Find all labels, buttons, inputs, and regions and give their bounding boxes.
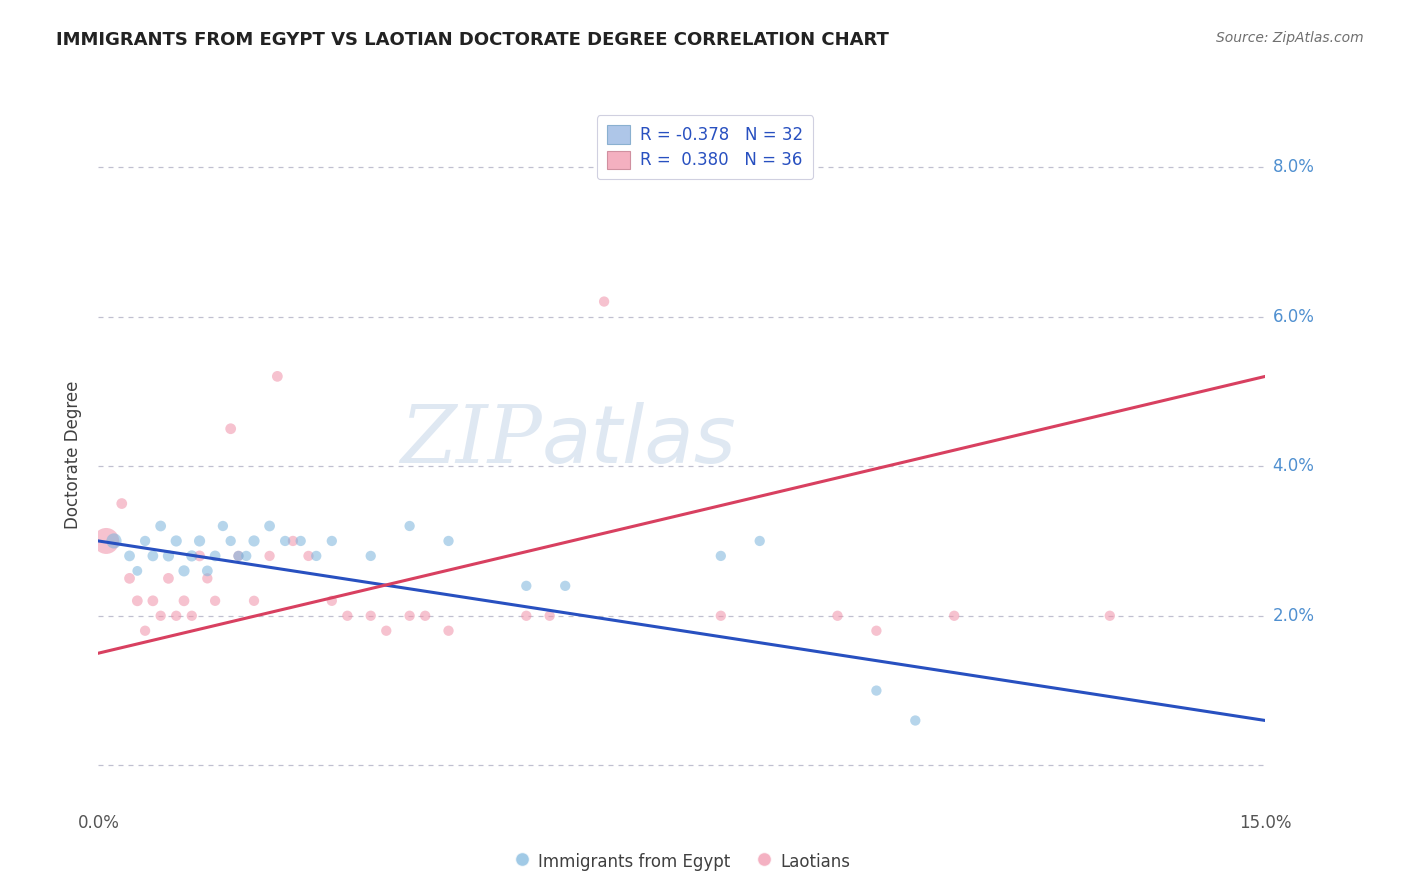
Point — [281, 533, 304, 548]
Point — [259, 549, 281, 563]
Point — [118, 571, 141, 585]
Point — [212, 519, 235, 533]
Point — [243, 594, 266, 608]
Point — [1098, 608, 1121, 623]
Point — [259, 519, 281, 533]
Point — [274, 533, 297, 548]
Point — [103, 533, 125, 548]
Point — [297, 549, 319, 563]
Point — [827, 608, 849, 623]
Point — [111, 497, 134, 511]
Point — [398, 519, 420, 533]
Text: 4.0%: 4.0% — [1272, 457, 1315, 475]
Point — [437, 533, 460, 548]
Text: Source: ZipAtlas.com: Source: ZipAtlas.com — [1216, 31, 1364, 45]
Point — [515, 579, 537, 593]
Point — [173, 594, 195, 608]
Point — [943, 608, 966, 623]
Point — [180, 549, 202, 563]
Legend: Immigrants from Egypt, Laotians: Immigrants from Egypt, Laotians — [506, 845, 858, 878]
Point — [748, 533, 770, 548]
Point — [204, 549, 226, 563]
Text: 2.0%: 2.0% — [1272, 607, 1315, 624]
Point — [149, 519, 172, 533]
Point — [360, 608, 382, 623]
Point — [219, 422, 242, 436]
Point — [413, 608, 436, 623]
Point — [195, 564, 218, 578]
Point — [188, 549, 211, 563]
Point — [437, 624, 460, 638]
Point — [165, 533, 187, 548]
Point — [188, 533, 211, 548]
Point — [228, 549, 250, 563]
Point — [305, 549, 328, 563]
Text: atlas: atlas — [541, 402, 737, 480]
Point — [127, 564, 149, 578]
Point — [204, 594, 226, 608]
Point — [266, 369, 288, 384]
Text: 8.0%: 8.0% — [1272, 158, 1315, 176]
Point — [149, 608, 172, 623]
Point — [321, 533, 343, 548]
Point — [243, 533, 266, 548]
Point — [134, 624, 156, 638]
Y-axis label: Doctorate Degree: Doctorate Degree — [65, 381, 83, 529]
Point — [173, 564, 195, 578]
Point — [398, 608, 420, 623]
Text: IMMIGRANTS FROM EGYPT VS LAOTIAN DOCTORATE DEGREE CORRELATION CHART: IMMIGRANTS FROM EGYPT VS LAOTIAN DOCTORA… — [56, 31, 889, 49]
Text: ZIP: ZIP — [401, 402, 541, 480]
Point — [321, 594, 343, 608]
Point — [710, 608, 733, 623]
Point — [290, 533, 312, 548]
Point — [515, 608, 537, 623]
Point — [710, 549, 733, 563]
Point — [142, 594, 165, 608]
Point — [195, 571, 218, 585]
Point — [118, 549, 141, 563]
Point — [593, 294, 616, 309]
Point — [336, 608, 359, 623]
Point — [235, 549, 257, 563]
Point — [228, 549, 250, 563]
Point — [157, 571, 180, 585]
Text: 6.0%: 6.0% — [1272, 308, 1315, 326]
Point — [157, 549, 180, 563]
Point — [142, 549, 165, 563]
Point — [865, 683, 887, 698]
Point — [538, 608, 561, 623]
Point — [219, 533, 242, 548]
Point — [134, 533, 156, 548]
Point — [360, 549, 382, 563]
Point — [96, 533, 118, 548]
Point — [180, 608, 202, 623]
Point — [127, 594, 149, 608]
Point — [904, 714, 927, 728]
Point — [865, 624, 887, 638]
Point — [375, 624, 398, 638]
Point — [554, 579, 576, 593]
Point — [165, 608, 187, 623]
